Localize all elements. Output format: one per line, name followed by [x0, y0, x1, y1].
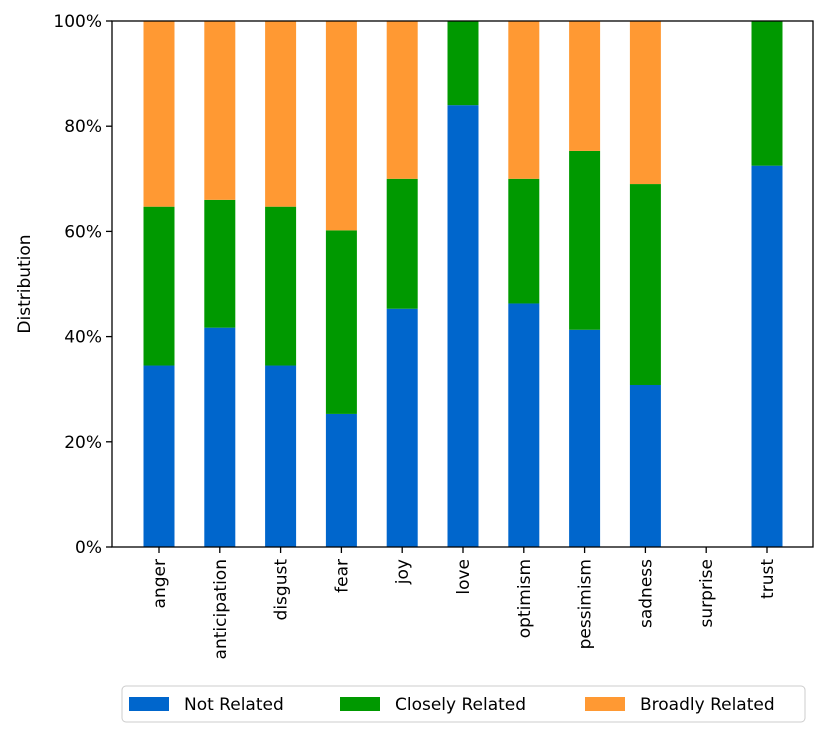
y-tick-label: 0% [75, 538, 102, 558]
x-tick-label: optimism [515, 559, 535, 638]
y-axis-label: Distribution [15, 234, 35, 333]
y-tick-label: 60% [64, 222, 102, 242]
bar-anger-not-related [143, 365, 175, 547]
legend-swatch-not-related [129, 697, 169, 711]
y-axis: 0% 20% 40% 60% 80% 100% [53, 12, 112, 558]
legend-swatch-closely-related [340, 697, 380, 711]
y-tick-label: 40% [64, 328, 102, 348]
bar-sadness-not-related [629, 384, 661, 547]
x-tick-label: trust [758, 559, 778, 599]
x-tick-label: sadness [636, 559, 656, 628]
bar-optimism-closely-related [508, 178, 540, 304]
x-tick-label: pessimism [576, 559, 596, 649]
bar-trust-closely-related [751, 21, 783, 166]
bar-disgust-not-related [265, 365, 297, 547]
y-tick-label: 20% [64, 433, 102, 453]
legend: Not Related Closely Related Broadly Relate… [121, 685, 806, 723]
x-tick-label: fear [332, 559, 352, 593]
bar-anticipation-not-related [204, 327, 236, 547]
bar-sadness-closely-related [629, 184, 661, 385]
bar-anticipation-broadly-related [204, 21, 236, 200]
x-tick-label: anticipation [211, 559, 231, 659]
bar-pessimism-broadly-related [569, 21, 601, 151]
bar-fear-not-related [325, 413, 357, 547]
legend-label: Not Related [184, 695, 284, 715]
bar-fear-closely-related [325, 230, 357, 414]
bar-anger-broadly-related [143, 21, 175, 207]
legend-swatch-broadly-related [585, 697, 625, 711]
bar-trust-not-related [751, 165, 783, 547]
bar-optimism-broadly-related [508, 21, 540, 179]
bars-group [143, 21, 783, 547]
bar-pessimism-not-related [569, 329, 601, 547]
bar-joy-closely-related [386, 178, 418, 309]
x-axis: anger anticipation disgust fear joy love optim… [150, 547, 778, 659]
bar-optimism-not-related [508, 303, 540, 547]
y-tick-label: 80% [64, 117, 102, 137]
bar-fear-broadly-related [325, 21, 357, 231]
bar-anger-closely-related [143, 206, 175, 366]
bar-disgust-broadly-related [265, 21, 297, 207]
legend-label: Closely Related [395, 695, 526, 715]
bar-love-not-related [447, 105, 479, 547]
bar-love-closely-related [447, 21, 479, 106]
bar-anticipation-closely-related [204, 199, 236, 328]
x-tick-label: disgust [272, 559, 292, 621]
bar-joy-not-related [386, 308, 418, 547]
x-tick-label: anger [150, 559, 170, 608]
x-tick-label: surprise [697, 559, 717, 627]
bar-disgust-closely-related [265, 206, 297, 366]
bar-joy-broadly-related [386, 21, 418, 179]
y-tick-label: 100% [53, 12, 102, 32]
bar-sadness-broadly-related [629, 21, 661, 185]
bar-pessimism-closely-related [569, 150, 601, 330]
legend-frame [121, 685, 806, 723]
legend-label: Broadly Related [640, 695, 775, 715]
x-tick-label: love [454, 559, 474, 595]
x-tick-label: joy [393, 559, 413, 585]
